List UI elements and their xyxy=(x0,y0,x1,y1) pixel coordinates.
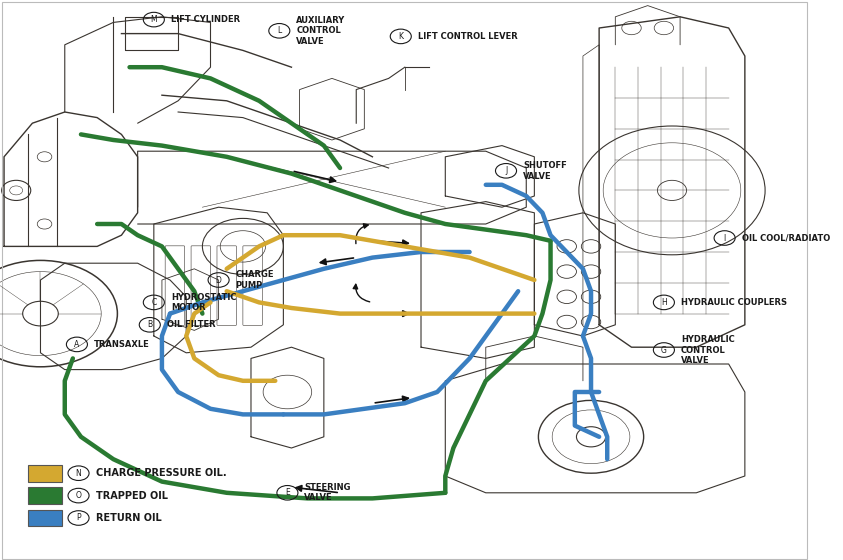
Text: SHUTOFF
VALVE: SHUTOFF VALVE xyxy=(523,161,566,180)
Text: CHARGE
PUMP: CHARGE PUMP xyxy=(235,270,274,290)
Text: K: K xyxy=(398,32,403,41)
Text: I: I xyxy=(723,234,726,242)
Text: LIFT CONTROL LEVER: LIFT CONTROL LEVER xyxy=(418,32,518,41)
Text: C: C xyxy=(151,298,157,307)
Text: J: J xyxy=(505,166,507,175)
Text: RETURN OIL: RETURN OIL xyxy=(95,513,161,523)
Text: OIL COOL/RADIATO: OIL COOL/RADIATO xyxy=(742,234,830,242)
Text: B: B xyxy=(148,320,153,329)
Text: H: H xyxy=(661,298,667,307)
Text: OIL FILTER: OIL FILTER xyxy=(167,320,216,329)
Text: E: E xyxy=(285,488,290,497)
Text: STEERING
VALVE: STEERING VALVE xyxy=(304,483,351,502)
Text: HYDRAULIC
CONTROL
VALVE: HYDRAULIC CONTROL VALVE xyxy=(681,335,734,365)
Text: TRANSAXLE: TRANSAXLE xyxy=(94,340,150,349)
Text: A: A xyxy=(74,340,79,349)
FancyBboxPatch shape xyxy=(29,487,62,504)
Text: LIFT CYLINDER: LIFT CYLINDER xyxy=(171,15,240,24)
Text: CHARGE PRESSURE OIL.: CHARGE PRESSURE OIL. xyxy=(95,468,226,478)
Text: HYDRAULIC COUPLERS: HYDRAULIC COUPLERS xyxy=(681,298,787,307)
Text: L: L xyxy=(277,26,282,35)
Text: M: M xyxy=(151,15,157,24)
FancyBboxPatch shape xyxy=(29,510,62,526)
Text: P: P xyxy=(76,514,81,522)
Text: HYDROSTATIC
MOTOR: HYDROSTATIC MOTOR xyxy=(171,293,236,312)
Text: N: N xyxy=(76,469,82,478)
Text: O: O xyxy=(76,491,82,500)
Text: G: G xyxy=(661,346,667,354)
Text: D: D xyxy=(216,276,222,284)
Text: AUXILIARY
CONTROL
VALVE: AUXILIARY CONTROL VALVE xyxy=(297,16,346,46)
Text: TRAPPED OIL: TRAPPED OIL xyxy=(95,491,168,501)
FancyBboxPatch shape xyxy=(29,465,62,482)
